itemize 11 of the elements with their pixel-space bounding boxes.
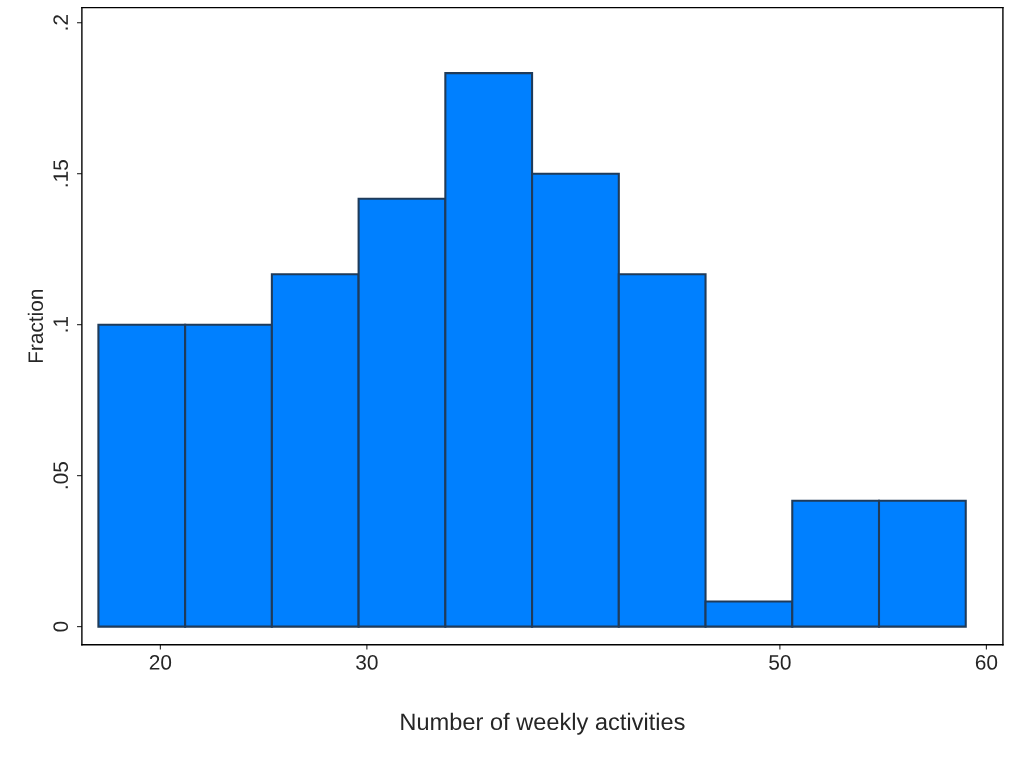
x-tick-label: 20 — [149, 655, 172, 670]
x-tick-label: 50 — [769, 655, 791, 670]
y-axis-title: Fraction — [27, 289, 44, 363]
y-tick-label: .05 — [53, 462, 69, 489]
x-tick-label: 60 — [975, 655, 998, 670]
y-tick-label: 0 — [53, 621, 69, 632]
y-tick-label: .2 — [53, 15, 68, 30]
y-tick-label: .15 — [53, 160, 69, 187]
x-axis-title: Number of weekly activities — [401, 712, 685, 735]
y-tick-label: .1 — [53, 317, 68, 332]
x-tick-label: 30 — [356, 655, 378, 670]
